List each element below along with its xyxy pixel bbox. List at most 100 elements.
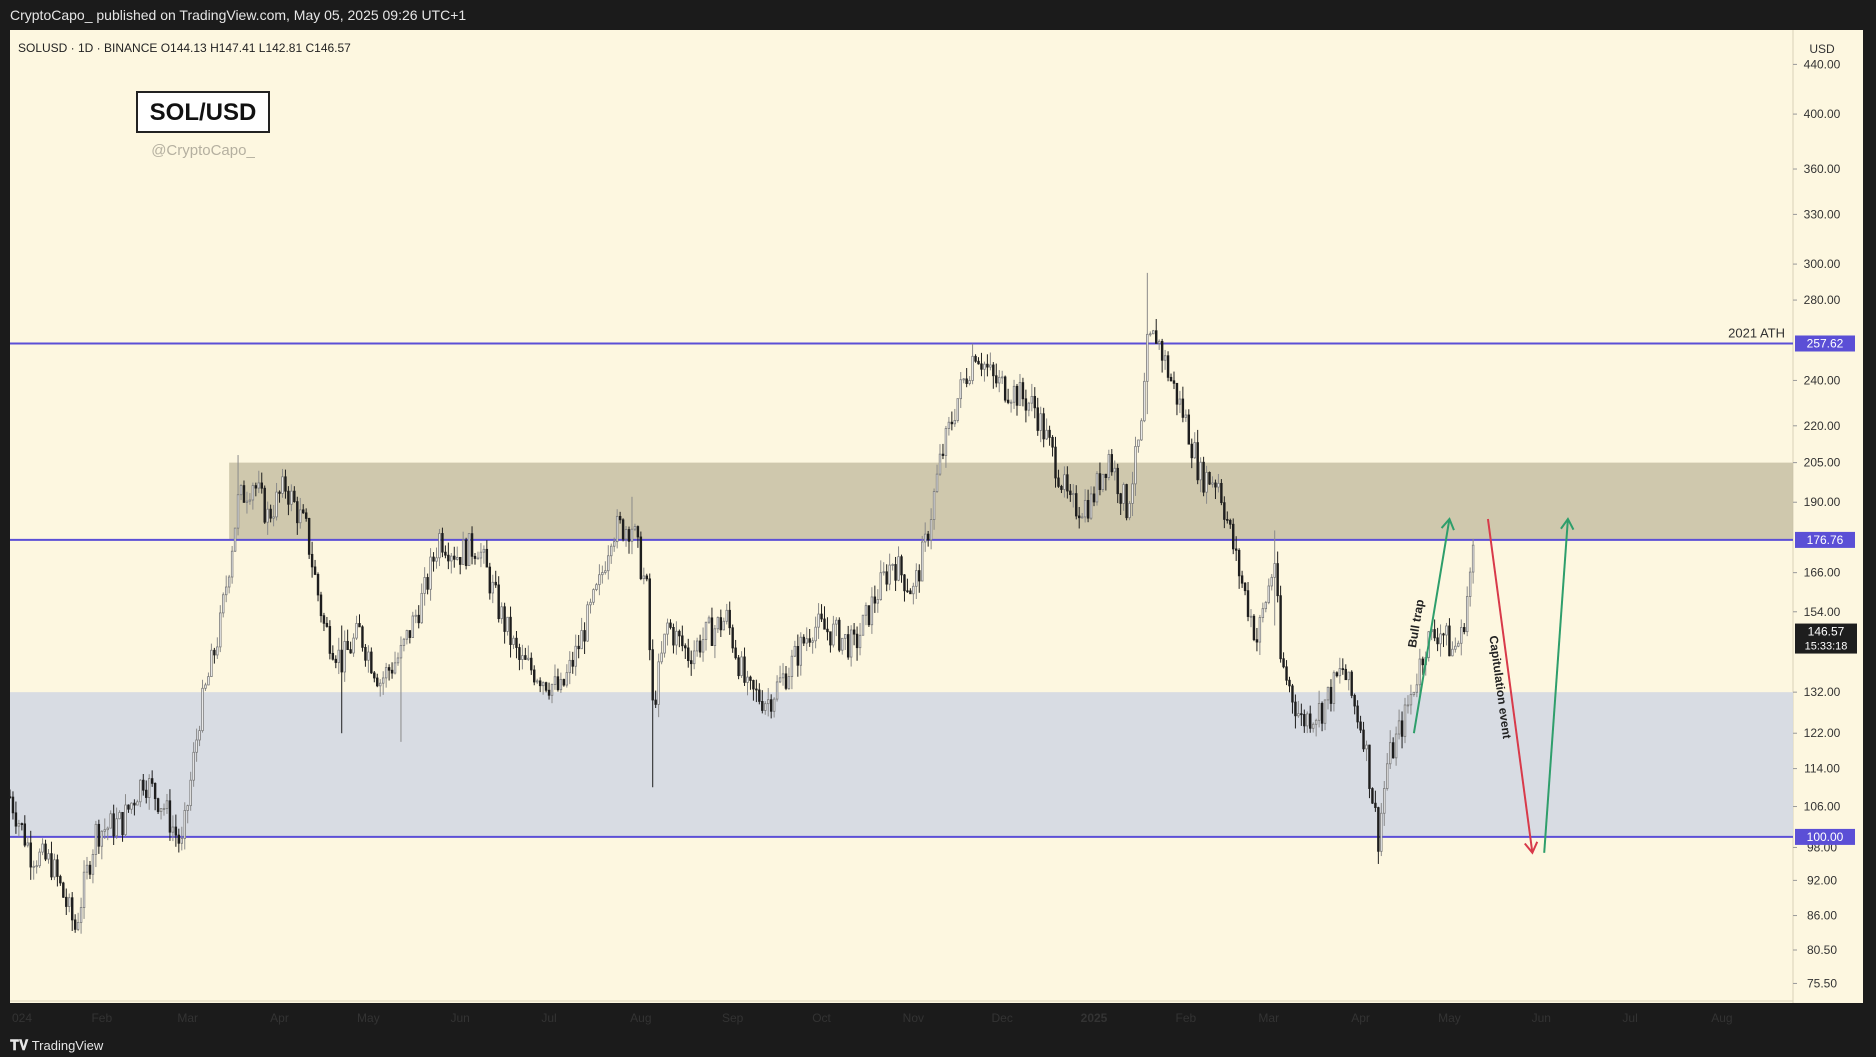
candle-body [444, 551, 447, 556]
x-tick-label: Mar [177, 1011, 198, 1025]
candle [147, 774, 151, 810]
candle [1403, 697, 1407, 744]
y-tick-label: 440.00 [1804, 57, 1841, 71]
candle-body [651, 649, 654, 701]
candle-body [764, 703, 767, 711]
candle-body [1149, 333, 1152, 336]
candle [396, 652, 400, 666]
candle [1457, 640, 1460, 648]
candle-body [222, 594, 225, 614]
symbol-ohlc-bar[interactable]: SOLUSD · 1D · BINANCE O144.13 H147.41 L1… [18, 41, 351, 55]
candle-body [645, 575, 649, 580]
candle [1163, 349, 1167, 370]
candle [456, 546, 459, 561]
x-tick-label: Apr [270, 1011, 289, 1025]
candle [497, 576, 500, 623]
candle [1415, 673, 1419, 698]
candle [1294, 694, 1297, 729]
arrow-shaft [1412, 518, 1451, 734]
candle [515, 630, 518, 659]
candle-body [162, 808, 166, 810]
candle-body [494, 581, 497, 586]
candle [210, 643, 213, 678]
candle [1107, 449, 1111, 481]
candle [1234, 536, 1238, 561]
candle-body [518, 647, 521, 660]
candle [1196, 429, 1199, 485]
candle [485, 540, 489, 568]
y-tick-label: 190.00 [1804, 495, 1841, 509]
candle-body [1252, 615, 1256, 641]
currency-label[interactable]: USD [1809, 42, 1835, 56]
candle-body [275, 491, 278, 518]
candle [547, 682, 551, 700]
candle [198, 725, 201, 747]
candle [1042, 407, 1045, 448]
candle [1232, 518, 1235, 555]
candle [207, 672, 210, 686]
candle [124, 794, 127, 837]
candle-body [1232, 523, 1235, 550]
candle-body [1125, 484, 1128, 519]
x-tick-label: Jun [451, 1011, 470, 1025]
price-tags-layer: 257.62 176.76 100.00 146.57 15:33:18 [1795, 335, 1857, 845]
candle [722, 617, 726, 631]
candle-body [35, 865, 38, 868]
candle [340, 625, 343, 734]
candle [1134, 436, 1137, 496]
candle [734, 639, 737, 660]
y-tick-label: 80.50 [1807, 943, 1837, 957]
candle-body [826, 628, 829, 633]
candle-body [488, 566, 492, 594]
candle-body [290, 490, 293, 505]
candle [775, 675, 779, 702]
candle-body [823, 618, 826, 630]
candle-body [950, 421, 954, 425]
candle [1063, 466, 1066, 498]
candle [127, 804, 130, 813]
candle [820, 604, 823, 623]
candle-body [1415, 684, 1419, 693]
candle [533, 665, 536, 686]
candle [364, 644, 367, 667]
candle-body [1314, 719, 1318, 725]
candle-body [663, 633, 666, 654]
candle [941, 443, 945, 460]
arrow-head [1440, 517, 1455, 531]
candle [663, 633, 666, 658]
candle [891, 563, 894, 571]
candle-body [1143, 380, 1146, 422]
candle [269, 504, 272, 523]
candle-body [953, 420, 957, 425]
candle-body [376, 677, 379, 687]
candle-body [1406, 704, 1410, 707]
candle-body [224, 586, 228, 596]
candle [844, 634, 847, 650]
candle [838, 617, 841, 653]
y-tick-label: 75.50 [1807, 976, 1837, 990]
candle-body [512, 637, 515, 645]
candle [183, 802, 186, 850]
candle [488, 562, 492, 600]
candle [145, 780, 148, 804]
candle-body [1107, 454, 1111, 478]
candle-body [245, 500, 249, 503]
candle-body [909, 590, 912, 595]
candle [14, 801, 18, 834]
candle-body [124, 804, 127, 836]
candle [826, 617, 829, 641]
candle-body [1386, 763, 1389, 789]
candle [1320, 701, 1324, 732]
candle-body [313, 566, 317, 575]
candle-body [53, 859, 56, 878]
candle-body [1217, 482, 1220, 488]
candle [142, 773, 145, 796]
candle [100, 830, 104, 860]
candle [23, 815, 27, 848]
candle-body [1030, 395, 1034, 404]
candle [186, 804, 189, 824]
candle [749, 675, 752, 690]
candle-body [1409, 694, 1413, 706]
candle-body [1039, 413, 1042, 431]
